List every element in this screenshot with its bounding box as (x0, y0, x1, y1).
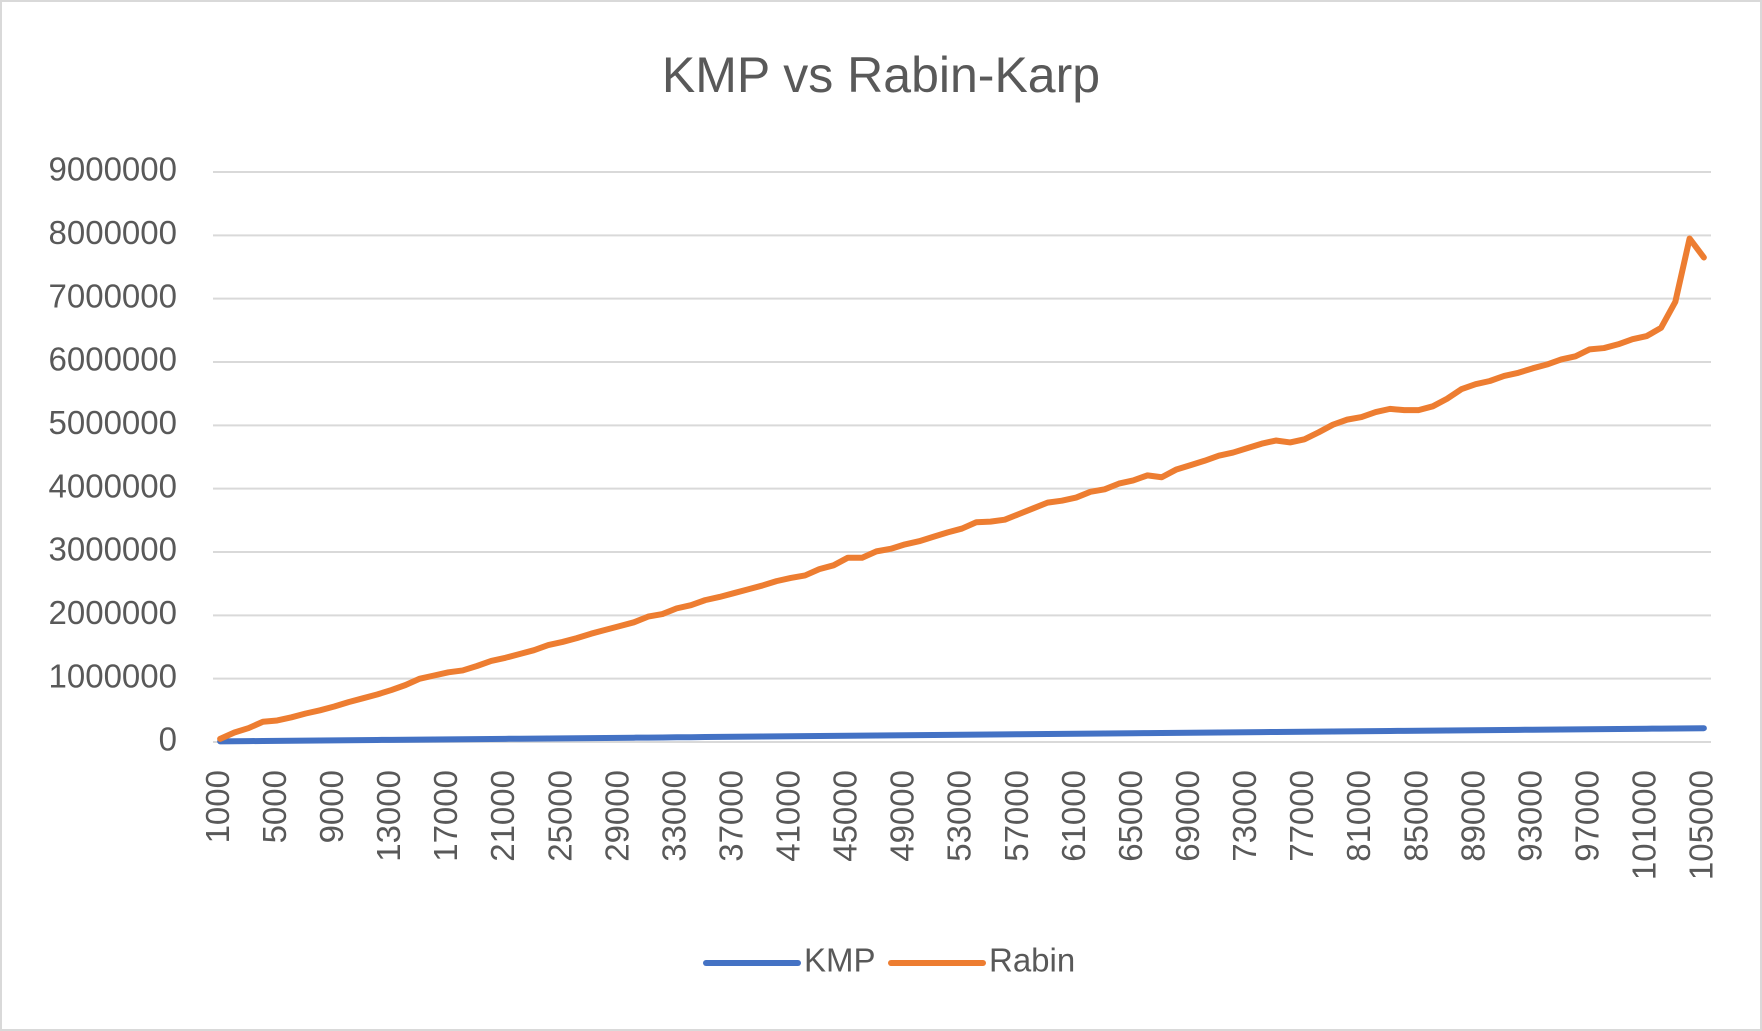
y-tick-label: 2000000 (49, 594, 177, 631)
x-tick-label: 97000 (1568, 770, 1605, 862)
x-tick-label: 77000 (1283, 770, 1320, 862)
x-tick-label: 45000 (827, 770, 864, 862)
x-tick-label: 41000 (770, 770, 807, 862)
y-tick-label: 8000000 (49, 214, 177, 251)
y-tick-label: 9000000 (49, 151, 177, 188)
x-tick-label: 101000 (1626, 770, 1663, 880)
y-tick-label: 7000000 (49, 277, 177, 314)
x-tick-label: 1000 (199, 770, 236, 843)
y-tick-label: 4000000 (49, 467, 177, 504)
legend-label: KMP (804, 942, 876, 979)
x-tick-label: 17000 (427, 770, 464, 862)
x-tick-label: 65000 (1112, 770, 1149, 862)
x-tick-label: 57000 (998, 770, 1035, 862)
x-tick-label: 9000 (313, 770, 350, 843)
x-tick-label: 85000 (1397, 770, 1434, 862)
x-tick-label: 69000 (1169, 770, 1206, 862)
x-tick-label: 73000 (1226, 770, 1263, 862)
x-tick-label: 29000 (598, 770, 635, 862)
x-tick-label: 93000 (1511, 770, 1548, 862)
x-tick-label: 89000 (1454, 770, 1491, 862)
series-line (217, 235, 1707, 742)
x-tick-label: 13000 (370, 770, 407, 862)
chart-title: KMP vs Rabin-Karp (662, 47, 1100, 103)
y-tick-label: 1000000 (49, 657, 177, 694)
y-tick-label: 6000000 (49, 341, 177, 378)
x-tick-label: 25000 (541, 770, 578, 862)
y-tick-label: 5000000 (49, 404, 177, 441)
x-tick-label: 21000 (484, 770, 521, 862)
x-tick-label: 37000 (712, 770, 749, 862)
x-tick-label: 61000 (1055, 770, 1092, 862)
series-line (217, 725, 1707, 745)
x-tick-label: 33000 (655, 770, 692, 862)
x-tick-label: 53000 (941, 770, 978, 862)
x-tick-label: 81000 (1340, 770, 1377, 862)
x-tick-label: 5000 (256, 770, 293, 843)
x-tick-label: 49000 (884, 770, 921, 862)
y-tick-label: 3000000 (49, 531, 177, 568)
x-tick-label: 105000 (1683, 770, 1720, 880)
y-tick-label: 0 (159, 721, 177, 758)
legend-label: Rabin (989, 942, 1075, 979)
